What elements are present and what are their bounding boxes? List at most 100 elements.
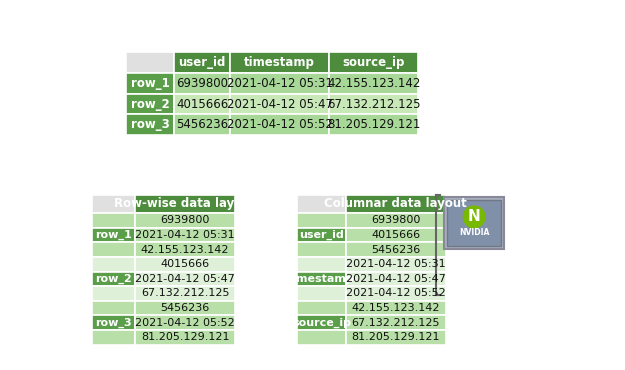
Bar	[126, 114, 174, 135]
Text: 42.155.123.142: 42.155.123.142	[141, 245, 229, 255]
Bar	[298, 316, 346, 330]
Bar	[346, 195, 446, 213]
Text: row_2: row_2	[95, 274, 132, 284]
Bar	[135, 272, 236, 286]
Bar	[298, 213, 346, 228]
Bar	[135, 213, 236, 228]
Bar	[92, 213, 135, 228]
Bar	[298, 257, 346, 272]
Bar	[298, 272, 346, 286]
Text: 4015666: 4015666	[371, 230, 421, 240]
Text: user_id: user_id	[179, 56, 226, 69]
Bar	[174, 114, 230, 135]
Bar	[135, 330, 236, 345]
Text: 6939800: 6939800	[371, 215, 421, 225]
Bar	[346, 228, 446, 242]
Bar	[230, 73, 329, 94]
Text: 2021-04-12 05:47: 2021-04-12 05:47	[346, 274, 446, 284]
Bar	[92, 195, 135, 213]
Bar	[346, 330, 446, 345]
Bar	[174, 73, 230, 94]
Bar	[346, 286, 446, 301]
Circle shape	[463, 206, 485, 228]
Bar	[298, 301, 346, 316]
Text: 6939800: 6939800	[176, 77, 228, 90]
Text: 67.132.212.125: 67.132.212.125	[352, 318, 440, 328]
Bar	[346, 242, 446, 257]
Text: 81.205.129.121: 81.205.129.121	[327, 118, 421, 131]
Bar	[298, 195, 346, 213]
Bar	[230, 52, 329, 73]
Text: timestamp: timestamp	[288, 274, 355, 284]
Bar	[92, 228, 135, 242]
Text: source_ip: source_ip	[292, 317, 351, 328]
Text: 42.155.123.142: 42.155.123.142	[327, 77, 421, 90]
Text: 2021-04-12 05:31: 2021-04-12 05:31	[227, 77, 332, 90]
Text: 2021-04-12 05:47: 2021-04-12 05:47	[135, 274, 235, 284]
Bar	[135, 286, 236, 301]
Text: 4015666: 4015666	[161, 259, 209, 269]
Bar	[329, 52, 418, 73]
Text: 6939800: 6939800	[161, 215, 210, 225]
Text: row_1: row_1	[131, 77, 169, 90]
Bar	[135, 316, 236, 330]
Bar	[230, 94, 329, 114]
Text: row_1: row_1	[95, 230, 132, 240]
Bar	[92, 330, 135, 345]
Bar	[92, 316, 135, 330]
Text: row_2: row_2	[131, 98, 169, 111]
Text: 42.155.123.142: 42.155.123.142	[352, 303, 440, 313]
Text: 2021-04-12 05:52: 2021-04-12 05:52	[346, 289, 446, 299]
Text: 4015666: 4015666	[176, 98, 228, 111]
Bar	[92, 272, 135, 286]
Text: timestamp: timestamp	[244, 56, 315, 69]
Bar	[92, 286, 135, 301]
Bar	[174, 52, 230, 73]
Bar	[298, 228, 346, 242]
Bar	[447, 200, 501, 246]
Text: 81.205.129.121: 81.205.129.121	[141, 332, 229, 342]
Bar	[135, 257, 236, 272]
Text: row_3: row_3	[95, 317, 132, 328]
Bar	[346, 316, 446, 330]
Bar	[135, 195, 236, 213]
Bar	[174, 94, 230, 114]
Bar	[92, 257, 135, 272]
Text: Row-wise data layout: Row-wise data layout	[114, 197, 256, 210]
Bar	[135, 301, 236, 316]
Text: 81.205.129.121: 81.205.129.121	[352, 332, 440, 342]
Text: 2021-04-12 05:52: 2021-04-12 05:52	[135, 318, 235, 328]
Bar	[329, 73, 418, 94]
Bar	[329, 114, 418, 135]
Text: 2021-04-12 05:52: 2021-04-12 05:52	[227, 118, 332, 131]
Bar	[126, 94, 174, 114]
Text: row_3: row_3	[131, 118, 169, 131]
Bar	[444, 197, 504, 249]
Text: 67.132.212.125: 67.132.212.125	[141, 289, 229, 299]
Text: 5456236: 5456236	[161, 303, 210, 313]
Text: user_id: user_id	[299, 230, 344, 240]
Bar	[135, 228, 236, 242]
Text: 2021-04-12 05:47: 2021-04-12 05:47	[227, 98, 332, 111]
Text: 2021-04-12 05:31: 2021-04-12 05:31	[135, 230, 235, 240]
Bar	[298, 242, 346, 257]
Bar	[298, 330, 346, 345]
Text: 67.132.212.125: 67.132.212.125	[327, 98, 421, 111]
Bar	[135, 242, 236, 257]
Text: N: N	[468, 209, 481, 224]
Bar	[346, 213, 446, 228]
Bar	[92, 301, 135, 316]
Bar	[92, 242, 135, 257]
Text: NVIDIA: NVIDIA	[459, 228, 489, 237]
Text: 5456236: 5456236	[371, 245, 421, 255]
Text: source_ip: source_ip	[342, 56, 405, 69]
Bar	[346, 257, 446, 272]
Bar	[126, 52, 174, 73]
Bar	[329, 94, 418, 114]
Text: 5456236: 5456236	[176, 118, 228, 131]
Text: Columnar data layout: Columnar data layout	[324, 197, 468, 210]
Bar	[230, 114, 329, 135]
Bar	[298, 286, 346, 301]
Bar	[126, 73, 174, 94]
Bar	[346, 301, 446, 316]
